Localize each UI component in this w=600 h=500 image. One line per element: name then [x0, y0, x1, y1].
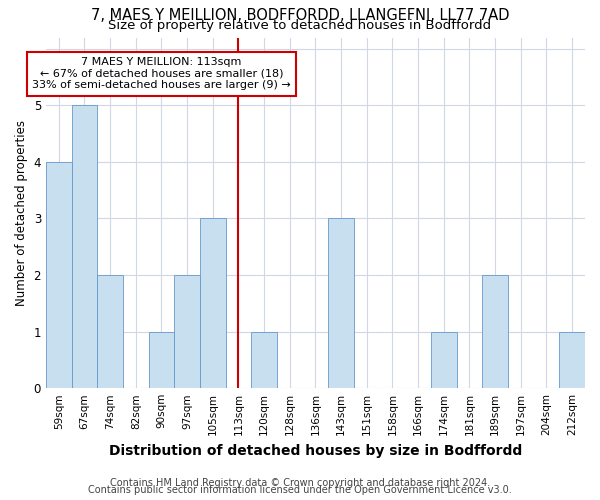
Bar — [174, 275, 200, 388]
X-axis label: Distribution of detached houses by size in Bodffordd: Distribution of detached houses by size … — [109, 444, 522, 458]
Y-axis label: Number of detached properties: Number of detached properties — [15, 120, 28, 306]
Bar — [149, 332, 174, 388]
Bar — [431, 332, 457, 388]
Text: Contains public sector information licensed under the Open Government Licence v3: Contains public sector information licen… — [88, 485, 512, 495]
Text: Contains HM Land Registry data © Crown copyright and database right 2024.: Contains HM Land Registry data © Crown c… — [110, 478, 490, 488]
Text: Size of property relative to detached houses in Bodffordd: Size of property relative to detached ho… — [109, 18, 491, 32]
Bar — [46, 162, 71, 388]
Bar — [97, 275, 123, 388]
Bar — [251, 332, 277, 388]
Bar — [200, 218, 226, 388]
Bar — [559, 332, 585, 388]
Text: 7, MAES Y MEILLION, BODFFORDD, LLANGEFNI, LL77 7AD: 7, MAES Y MEILLION, BODFFORDD, LLANGEFNI… — [91, 8, 509, 22]
Text: 7 MAES Y MEILLION: 113sqm
← 67% of detached houses are smaller (18)
33% of semi-: 7 MAES Y MEILLION: 113sqm ← 67% of detac… — [32, 58, 291, 90]
Bar — [482, 275, 508, 388]
Bar — [71, 106, 97, 388]
Bar — [328, 218, 354, 388]
